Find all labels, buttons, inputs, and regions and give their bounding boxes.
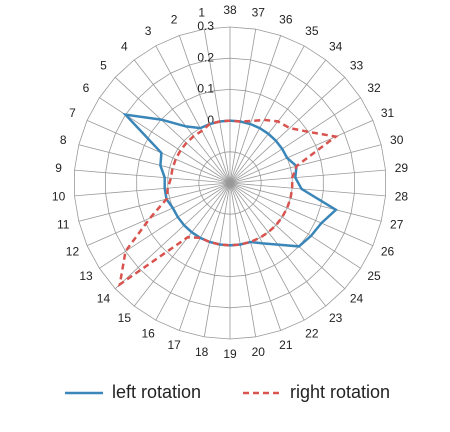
spoke — [178, 35, 231, 184]
category-label: 6 — [83, 81, 90, 95]
grid-ring — [136, 88, 324, 278]
r-tick-label: 0.3 — [197, 19, 214, 33]
category-label: 31 — [381, 106, 395, 120]
grid-ring — [105, 57, 355, 309]
spoke — [155, 45, 231, 184]
category-label: 8 — [60, 133, 67, 147]
category-label: 20 — [252, 345, 266, 359]
spoke — [78, 182, 231, 222]
category-label: 23 — [329, 311, 343, 325]
spoke — [229, 182, 382, 222]
category-label: 12 — [66, 244, 80, 258]
category-label: 1 — [198, 6, 205, 20]
category-label: 27 — [390, 217, 404, 231]
spoke — [74, 182, 231, 197]
spoke — [114, 182, 231, 289]
spoke — [229, 182, 305, 321]
category-label: 34 — [329, 39, 343, 53]
spoke — [229, 35, 282, 184]
grid-ring — [74, 26, 386, 340]
spoke — [99, 182, 231, 269]
category-label: 19 — [223, 347, 237, 361]
category-label: 16 — [141, 326, 155, 340]
legend-label: left rotation — [112, 382, 201, 402]
category-label: 14 — [97, 292, 111, 306]
category-label: 13 — [79, 269, 93, 283]
inner-ring — [198, 151, 262, 215]
spoke — [229, 182, 374, 247]
category-label: 11 — [57, 217, 70, 231]
category-label: 22 — [305, 326, 319, 340]
category-label: 21 — [279, 338, 293, 352]
category-label: 5 — [100, 59, 107, 73]
category-label: 38 — [223, 3, 237, 17]
spoke — [78, 144, 231, 184]
spoke — [229, 182, 361, 269]
category-label: 25 — [367, 269, 381, 283]
category-label: 4 — [121, 39, 128, 53]
spoke — [229, 169, 386, 184]
spoke — [74, 169, 231, 184]
spoke — [229, 119, 374, 184]
spoke — [229, 182, 346, 289]
spoke — [229, 182, 282, 331]
spoke — [203, 29, 231, 184]
spoke — [229, 45, 305, 184]
category-label: 18 — [195, 345, 209, 359]
category-label: 32 — [367, 81, 381, 95]
category-label: 7 — [69, 106, 76, 120]
spoke — [229, 97, 361, 184]
category-label: 9 — [55, 161, 62, 175]
spoke — [203, 182, 231, 337]
category-label: 33 — [350, 59, 364, 73]
r-tick-label: 0.1 — [197, 82, 214, 96]
spoke — [178, 182, 231, 331]
spoke — [155, 182, 231, 321]
category-label: 15 — [118, 311, 132, 325]
spoke — [86, 182, 231, 247]
category-label: 29 — [395, 161, 409, 175]
spoke — [133, 182, 231, 307]
category-label: 10 — [52, 189, 66, 203]
spoke — [229, 182, 386, 197]
category-label: 36 — [279, 12, 293, 26]
category-label: 37 — [252, 6, 266, 20]
category-label: 35 — [305, 24, 319, 38]
category-label: 2 — [171, 12, 178, 26]
spoke — [114, 77, 231, 184]
category-label: 30 — [390, 133, 404, 147]
spoke — [229, 144, 382, 184]
category-label: 28 — [395, 189, 409, 203]
series-line — [118, 118, 339, 288]
category-label: 26 — [381, 244, 395, 258]
r-tick-label: 0 — [207, 113, 214, 127]
spoke — [99, 97, 231, 184]
legend-label: right rotation — [290, 382, 390, 402]
category-label: 17 — [167, 338, 181, 352]
spoke — [229, 182, 257, 337]
r-tick-label: 0.2 — [197, 50, 214, 64]
spoke — [229, 29, 257, 184]
spoke — [133, 59, 231, 184]
category-label: 3 — [145, 24, 152, 38]
category-label: 24 — [350, 292, 364, 306]
spoke — [229, 77, 346, 184]
series-line — [122, 112, 338, 248]
